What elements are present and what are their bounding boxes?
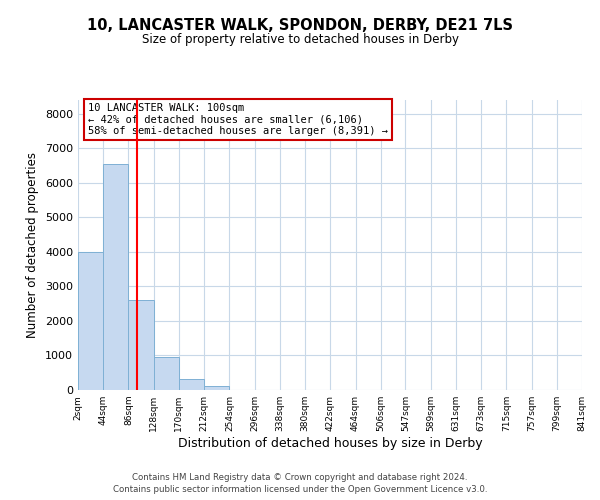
Bar bbox=[103, 164, 128, 390]
X-axis label: Distribution of detached houses by size in Derby: Distribution of detached houses by size … bbox=[178, 437, 482, 450]
Bar bbox=[179, 378, 204, 390]
Bar bbox=[128, 300, 154, 390]
Text: Contains public sector information licensed under the Open Government Licence v3: Contains public sector information licen… bbox=[113, 485, 487, 494]
Bar bbox=[204, 386, 229, 390]
Y-axis label: Number of detached properties: Number of detached properties bbox=[26, 152, 40, 338]
Text: Contains HM Land Registry data © Crown copyright and database right 2024.: Contains HM Land Registry data © Crown c… bbox=[132, 472, 468, 482]
Bar bbox=[154, 357, 179, 390]
Text: 10, LANCASTER WALK, SPONDON, DERBY, DE21 7LS: 10, LANCASTER WALK, SPONDON, DERBY, DE21… bbox=[87, 18, 513, 32]
Text: 10 LANCASTER WALK: 100sqm
← 42% of detached houses are smaller (6,106)
58% of se: 10 LANCASTER WALK: 100sqm ← 42% of detac… bbox=[88, 103, 388, 136]
Bar bbox=[78, 252, 103, 390]
Text: Size of property relative to detached houses in Derby: Size of property relative to detached ho… bbox=[142, 32, 458, 46]
